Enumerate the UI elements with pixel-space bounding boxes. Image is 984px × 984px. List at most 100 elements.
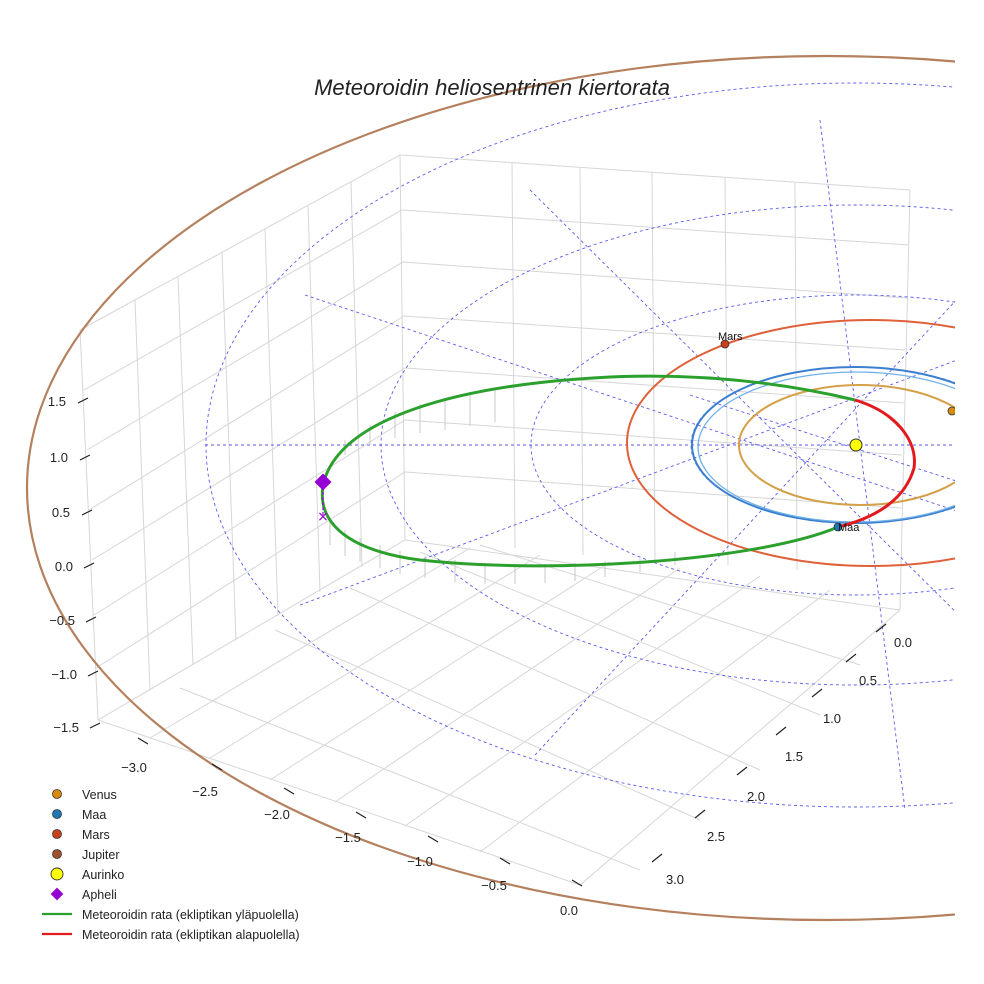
meteoroid-orbit-above xyxy=(320,374,856,568)
grid-line xyxy=(86,261,908,451)
grid-line xyxy=(264,228,279,617)
y-tick-label: 2.0 xyxy=(747,789,765,804)
legend-marker-mars xyxy=(52,829,62,839)
legend-label-maa: Maa xyxy=(82,808,106,822)
grid-line xyxy=(134,299,151,691)
grid-line xyxy=(334,567,681,803)
reference-spoke xyxy=(534,300,955,756)
z-tick-label: −1.5 xyxy=(53,720,79,735)
grid-line xyxy=(97,539,901,721)
y-tick-mark xyxy=(736,766,748,776)
z-tick-label: 0.5 xyxy=(52,505,70,520)
y-tick-mark xyxy=(811,688,823,698)
x-tick-label: 0.0 xyxy=(560,903,578,918)
grid-line xyxy=(95,471,902,669)
x-tick-label: −3.0 xyxy=(121,760,147,775)
grid-line xyxy=(307,205,321,593)
grid-line xyxy=(83,209,909,391)
aphelion-projection-marker: × xyxy=(317,509,329,525)
grid-line xyxy=(419,551,821,716)
grid-line xyxy=(479,589,831,853)
grid-line xyxy=(350,181,363,568)
orbit-mars xyxy=(626,319,955,567)
grid-line xyxy=(404,575,761,827)
grid-line xyxy=(149,547,471,739)
y-axis xyxy=(651,623,887,863)
z-tick-label: −1.0 xyxy=(51,667,77,682)
y-tick-label: 0.0 xyxy=(894,635,912,650)
reference-ring xyxy=(530,294,955,596)
z-tick-mark xyxy=(85,616,97,623)
legend-label-sun: Aurinko xyxy=(82,868,124,882)
legend: Venus Maa Mars Jupiter Aurinko Apheli Me… xyxy=(42,788,299,942)
grid-line xyxy=(511,162,516,549)
reference-spoke xyxy=(819,119,906,811)
reference-spoke xyxy=(529,189,955,612)
sun-marker xyxy=(849,438,863,452)
ecliptic-reference-grid xyxy=(205,82,955,811)
planet-label-venus: Ve xyxy=(958,403,971,415)
x-tick-mark xyxy=(499,857,511,865)
z-tick-mark xyxy=(77,397,89,404)
aphelion-marker xyxy=(314,473,332,491)
x-tick-mark xyxy=(427,835,439,843)
z-tick-mark xyxy=(81,509,93,516)
z-tick-mark xyxy=(89,722,101,729)
z-tick-label: 0.0 xyxy=(55,559,73,574)
z-tick-label: 1.0 xyxy=(50,450,68,465)
grid-line xyxy=(79,154,911,331)
legend-marker-sun xyxy=(50,867,64,881)
x-tick-label: −0.5 xyxy=(481,878,507,893)
grid-line xyxy=(79,329,99,721)
orbit-venus xyxy=(738,384,955,506)
orbit-jupiter xyxy=(26,55,955,921)
y-tick-label: 1.0 xyxy=(823,711,841,726)
chart-title: Meteoroidin heliosentrinen kiertorata xyxy=(314,75,670,100)
legend-label-aphelion: Apheli xyxy=(82,888,117,902)
grid-line xyxy=(479,544,861,666)
grid-line xyxy=(179,687,641,871)
z-tick-label: 1.5 xyxy=(48,394,66,409)
x-tick-mark xyxy=(571,879,583,887)
planet-marker-mars xyxy=(720,339,730,349)
grid-line xyxy=(724,177,729,566)
x-tick-mark xyxy=(137,737,149,745)
grid-line xyxy=(274,629,701,821)
meteoroid-orbit-below xyxy=(837,398,916,529)
legend-label-venus: Venus xyxy=(82,788,117,802)
legend-label-orbit-below: Meteoroidin rata (ekliptikan alapuolella… xyxy=(82,928,299,942)
grid-line xyxy=(579,167,584,556)
grid-line xyxy=(899,189,911,611)
grid-line xyxy=(399,154,406,541)
y-tick-label: 2.5 xyxy=(707,829,725,844)
z-tick-label: −0.5 xyxy=(49,613,75,628)
planet-label-maa: Maa xyxy=(838,522,860,534)
z-tick-mark xyxy=(79,454,91,461)
grid-line xyxy=(269,561,611,781)
grid-line xyxy=(349,587,761,771)
reference-spoke xyxy=(304,294,955,511)
grid-line xyxy=(209,554,541,759)
y-tick-mark xyxy=(875,623,887,633)
grid-line xyxy=(794,182,798,571)
x-tick-label: −2.0 xyxy=(264,807,290,822)
grid-line xyxy=(88,315,906,511)
y-tick-mark xyxy=(775,726,787,736)
grid-line xyxy=(221,252,237,641)
grid-line xyxy=(651,172,656,561)
legend-marker-jupiter xyxy=(52,849,62,859)
grid-line xyxy=(97,609,901,886)
z-tick-mark xyxy=(87,670,99,677)
legend-label-mars: Mars xyxy=(82,828,110,842)
y-tick-mark xyxy=(845,653,857,663)
y-tick-label: 0.5 xyxy=(859,673,877,688)
legend-marker-venus xyxy=(52,789,62,799)
x-tick-label: −1.0 xyxy=(407,854,433,869)
y-tick-mark xyxy=(694,809,706,819)
x-axis xyxy=(137,737,583,887)
y-tick-label: 3.0 xyxy=(666,872,684,887)
legend-label-orbit-above: Meteoroidin rata (ekliptikan yläpuolella… xyxy=(82,908,299,922)
x-tick-mark xyxy=(283,787,295,795)
grid-line xyxy=(93,419,903,616)
x-tick-mark xyxy=(355,811,367,819)
